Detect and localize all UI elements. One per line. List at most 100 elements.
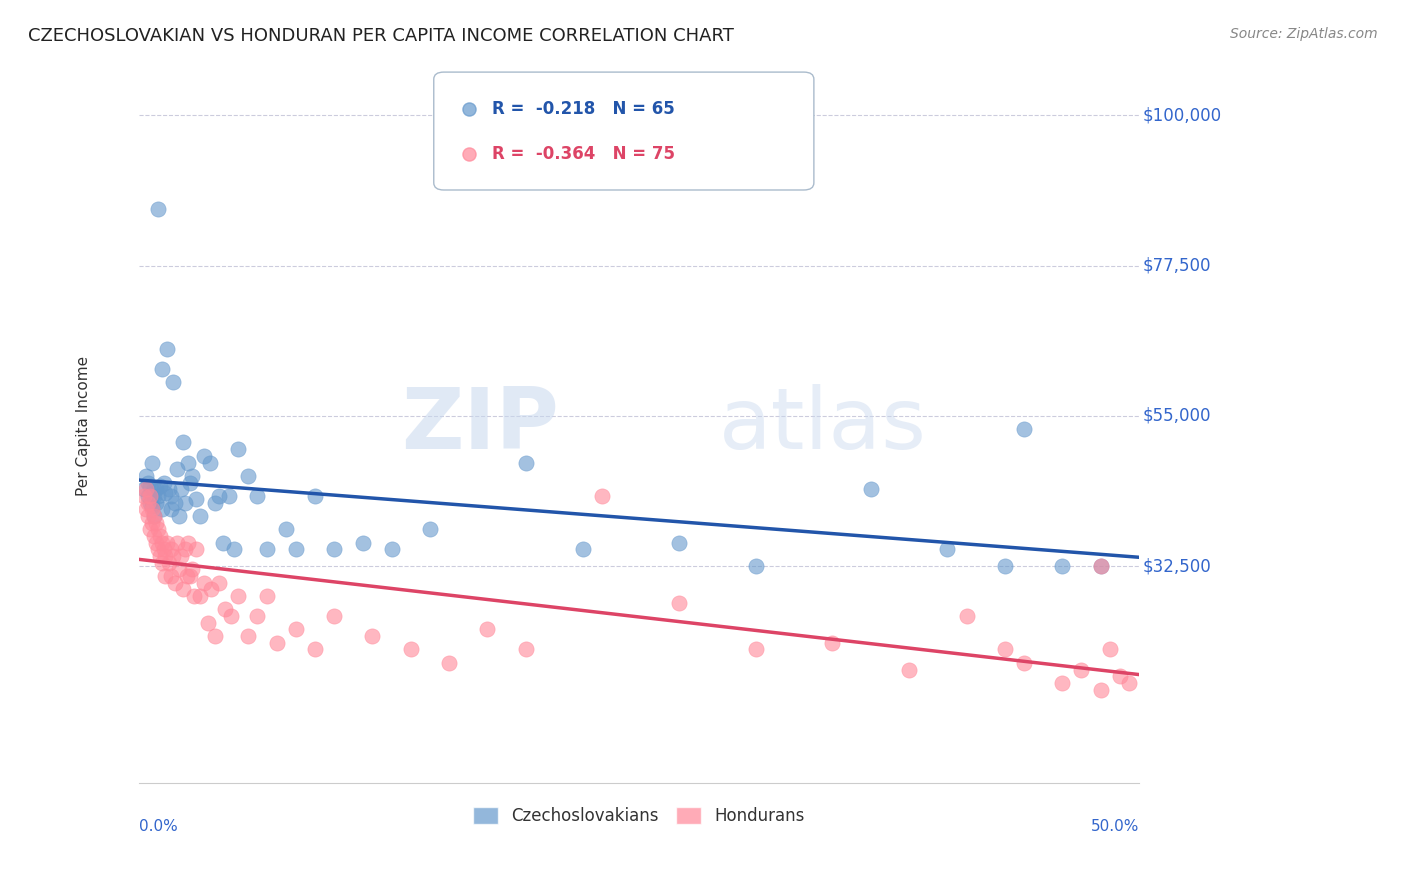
Point bbox=[763, 776, 786, 790]
Point bbox=[139, 522, 162, 536]
Point bbox=[173, 542, 195, 557]
Point bbox=[139, 495, 162, 509]
Point bbox=[141, 489, 163, 503]
Point bbox=[188, 508, 211, 523]
Point bbox=[166, 535, 188, 549]
Point bbox=[572, 542, 595, 557]
Text: Source: ZipAtlas.com: Source: ZipAtlas.com bbox=[1230, 27, 1378, 41]
Point bbox=[284, 623, 307, 637]
Point bbox=[177, 535, 200, 549]
Point bbox=[859, 482, 882, 496]
Point bbox=[145, 495, 167, 509]
Text: 50.0%: 50.0% bbox=[1091, 819, 1139, 834]
Text: CZECHOSLOVAKIAN VS HONDURAN PER CAPITA INCOME CORRELATION CHART: CZECHOSLOVAKIAN VS HONDURAN PER CAPITA I… bbox=[28, 27, 734, 45]
Point bbox=[167, 508, 190, 523]
Point bbox=[160, 542, 183, 557]
Text: $100,000: $100,000 bbox=[1143, 106, 1222, 124]
Point bbox=[155, 485, 177, 500]
Point bbox=[150, 556, 173, 570]
Text: R =  -0.218   N = 65: R = -0.218 N = 65 bbox=[492, 100, 675, 119]
Point bbox=[515, 642, 537, 657]
Point bbox=[276, 522, 298, 536]
Point bbox=[200, 582, 222, 597]
Point bbox=[212, 535, 235, 549]
Point bbox=[141, 502, 163, 516]
Point bbox=[1090, 559, 1112, 574]
Point bbox=[186, 492, 208, 507]
Point bbox=[177, 456, 200, 470]
Point bbox=[204, 629, 226, 643]
Point bbox=[160, 489, 183, 503]
Point bbox=[157, 482, 180, 496]
Point bbox=[1118, 676, 1140, 690]
Text: $77,500: $77,500 bbox=[1143, 257, 1212, 275]
Point bbox=[181, 562, 204, 576]
Point bbox=[208, 575, 231, 590]
Point bbox=[744, 559, 766, 574]
Point bbox=[166, 462, 188, 476]
Point bbox=[162, 549, 184, 563]
Point bbox=[146, 522, 169, 536]
Text: R =  -0.364   N = 75: R = -0.364 N = 75 bbox=[492, 145, 675, 163]
Point bbox=[150, 502, 173, 516]
Point bbox=[162, 376, 184, 390]
Point bbox=[1052, 676, 1074, 690]
Point bbox=[150, 362, 173, 376]
Point bbox=[143, 508, 166, 523]
Point bbox=[139, 479, 162, 493]
Point bbox=[266, 636, 288, 650]
Point bbox=[821, 636, 844, 650]
Text: atlas: atlas bbox=[718, 384, 927, 467]
Point bbox=[591, 489, 613, 503]
Point bbox=[145, 535, 167, 549]
Point bbox=[219, 609, 242, 624]
Point bbox=[1090, 682, 1112, 697]
Point bbox=[1052, 559, 1074, 574]
Point bbox=[204, 495, 226, 509]
Point bbox=[186, 542, 208, 557]
Point bbox=[136, 489, 159, 503]
Point bbox=[149, 529, 172, 543]
Point bbox=[179, 475, 201, 490]
Point bbox=[1012, 656, 1035, 670]
Point bbox=[955, 609, 977, 624]
Point bbox=[146, 542, 169, 557]
Point bbox=[668, 535, 690, 549]
Point bbox=[214, 602, 236, 616]
Point bbox=[179, 569, 201, 583]
Text: Per Capita Income: Per Capita Income bbox=[76, 356, 91, 496]
Point bbox=[218, 489, 240, 503]
Point bbox=[152, 542, 174, 557]
Point bbox=[1070, 663, 1092, 677]
Point bbox=[1090, 559, 1112, 574]
Point bbox=[135, 482, 157, 496]
Point bbox=[141, 456, 163, 470]
Point bbox=[145, 516, 167, 530]
Point bbox=[155, 549, 177, 563]
Point bbox=[256, 542, 278, 557]
Point bbox=[193, 449, 215, 463]
Point bbox=[134, 489, 156, 503]
Point bbox=[188, 589, 211, 603]
Point bbox=[193, 575, 215, 590]
Point bbox=[139, 489, 162, 503]
Point bbox=[898, 663, 921, 677]
Text: 0.0%: 0.0% bbox=[139, 819, 177, 834]
Point bbox=[152, 475, 174, 490]
Point bbox=[419, 522, 441, 536]
Point bbox=[994, 642, 1017, 657]
Point bbox=[165, 495, 187, 509]
Point bbox=[183, 589, 205, 603]
Point bbox=[149, 549, 172, 563]
Point bbox=[135, 502, 157, 516]
Point bbox=[155, 569, 177, 583]
Legend: Czechoslovakians, Hondurans: Czechoslovakians, Hondurans bbox=[467, 800, 811, 832]
Point bbox=[515, 456, 537, 470]
Point bbox=[198, 456, 221, 470]
Point bbox=[134, 482, 156, 496]
Point bbox=[172, 582, 194, 597]
Point bbox=[197, 615, 219, 630]
Point bbox=[146, 489, 169, 503]
Point bbox=[167, 562, 190, 576]
Point bbox=[936, 542, 959, 557]
